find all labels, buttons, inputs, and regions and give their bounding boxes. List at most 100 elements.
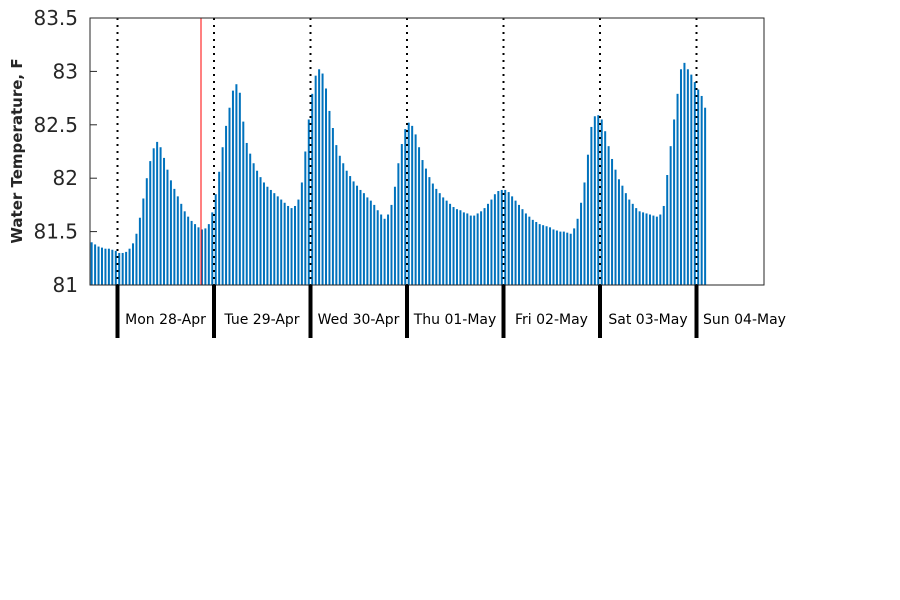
bar [404, 129, 407, 285]
day-label: Mon 28-Apr [125, 312, 206, 328]
bar [697, 89, 700, 285]
bar [683, 62, 686, 285]
bar [462, 212, 465, 285]
day-label: Thu 01-May [413, 312, 497, 328]
bar [249, 153, 252, 285]
bar [297, 199, 300, 285]
bar [269, 189, 272, 285]
bar [438, 193, 441, 285]
bar-group [90, 62, 707, 286]
bar [335, 145, 338, 285]
bar [156, 141, 159, 285]
bar [176, 196, 179, 285]
bar [655, 216, 658, 285]
bar [431, 183, 434, 285]
bar [586, 154, 589, 285]
bar [197, 227, 200, 285]
bar [314, 75, 317, 285]
bar [690, 74, 693, 285]
bar [307, 119, 310, 286]
bar [611, 158, 614, 285]
bar [280, 199, 283, 285]
bar [107, 248, 110, 285]
bar [383, 218, 386, 285]
bar [555, 230, 558, 285]
bar [538, 224, 541, 285]
bar [480, 211, 483, 285]
bar [283, 202, 286, 285]
bar [359, 189, 362, 285]
bar [300, 182, 303, 285]
bar [573, 228, 576, 285]
bar [273, 193, 276, 285]
bar [428, 177, 431, 285]
bar [590, 126, 593, 285]
bar [704, 107, 707, 286]
bar [476, 213, 479, 285]
bar [493, 194, 496, 285]
day-label: Sat 03-May [608, 312, 687, 328]
bar [149, 161, 152, 285]
bar [369, 200, 372, 285]
bar [662, 205, 665, 285]
day-label: Fri 02-May [515, 312, 588, 328]
day-label: Wed 30-Apr [318, 312, 400, 328]
bar [466, 213, 469, 285]
bar [331, 128, 334, 285]
bar [128, 248, 131, 285]
bar [228, 107, 231, 286]
bar [163, 157, 166, 285]
bar [352, 181, 355, 285]
bar [259, 177, 262, 285]
bar [673, 119, 676, 286]
bar [245, 142, 248, 285]
bar [418, 147, 421, 285]
bar [387, 214, 390, 285]
bar [238, 92, 241, 285]
bar [345, 170, 348, 285]
bar [104, 248, 107, 285]
bar [135, 233, 138, 285]
bar [559, 231, 562, 285]
bar [125, 251, 128, 285]
bar [445, 200, 448, 285]
bar [642, 212, 645, 285]
bar [311, 93, 314, 285]
bar [604, 131, 607, 285]
bar [207, 224, 210, 285]
bar [366, 197, 369, 285]
bar [349, 176, 352, 285]
bar [511, 196, 514, 285]
bar [114, 250, 117, 285]
y-tick-label: 82 [53, 166, 78, 190]
bar [669, 146, 672, 285]
bar [638, 211, 641, 285]
bar [621, 185, 624, 285]
bar [90, 242, 93, 285]
bar [442, 197, 445, 285]
bar [376, 210, 379, 285]
bar [159, 147, 162, 285]
bar [552, 229, 555, 285]
bar [390, 204, 393, 285]
bar [500, 189, 503, 285]
bar [138, 217, 141, 285]
bar [617, 179, 620, 285]
bar [435, 188, 438, 285]
bar [407, 122, 410, 285]
plot-frame [89, 17, 765, 286]
bar [524, 213, 527, 285]
bar [373, 204, 376, 285]
bar [400, 144, 403, 285]
bar [583, 182, 586, 285]
bar [194, 224, 197, 285]
y-tick-label: 83.5 [33, 6, 78, 30]
y-tick-label: 81 [53, 273, 78, 297]
bar [173, 188, 176, 285]
bar [542, 225, 545, 285]
bar [421, 160, 424, 285]
bar [169, 180, 172, 285]
bar [700, 95, 703, 286]
bar [214, 194, 217, 285]
bar [449, 203, 452, 285]
